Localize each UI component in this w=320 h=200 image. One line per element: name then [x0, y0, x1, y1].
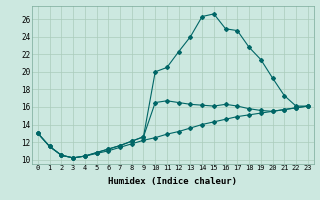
X-axis label: Humidex (Indice chaleur): Humidex (Indice chaleur) — [108, 177, 237, 186]
